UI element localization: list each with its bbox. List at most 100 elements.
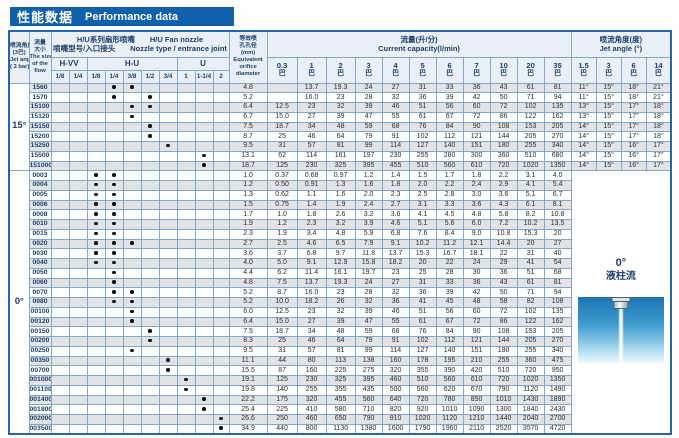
jet-angle-cell: 17°: [620, 102, 647, 113]
flow-size-cell: 00120: [28, 316, 52, 328]
availability-dot-icon: [148, 329, 152, 333]
capacity-cell: 60: [462, 306, 491, 318]
capacity-cell: 320: [296, 394, 327, 406]
joint-size-col: 1/8: [86, 69, 106, 84]
nozzle-availability-cell: [212, 384, 230, 396]
capacity-cell: 24: [354, 82, 383, 94]
nozzle-availability-cell: [158, 238, 178, 250]
nozzle-availability-cell: [68, 170, 88, 181]
nozzle-availability-cell: [104, 267, 124, 279]
nozzle-availability-cell: [176, 297, 196, 308]
capacity-cell: 820: [381, 404, 410, 415]
nozzle-availability-cell: [86, 238, 106, 250]
nozzle-availability-cell: [86, 297, 106, 308]
nozzle-availability-cell: [140, 414, 160, 425]
nozzle-availability-cell: [212, 404, 230, 415]
flow-size-cell: 00350: [28, 355, 52, 367]
jet-angle-cell: 17°: [645, 160, 672, 172]
nozzle-availability-cell: [122, 92, 142, 103]
nozzle-availability-cell: [50, 131, 70, 142]
nozzle-availability-cell: [158, 248, 178, 259]
availability-dot-icon: [112, 95, 116, 99]
nozzle-availability-cell: [68, 326, 88, 337]
nozzle-availability-cell: [140, 170, 160, 181]
capacity-cell: 151: [462, 345, 491, 357]
capacity-cell: 640: [381, 394, 410, 406]
capacity-cell: 180: [489, 141, 518, 152]
capacity-cell: 15.0: [266, 316, 298, 328]
flow-size-cell: 001400: [28, 394, 52, 406]
capacity-cell: 140: [435, 141, 464, 152]
nozzle-series-u: U: [176, 56, 230, 71]
availability-dot-icon: [94, 182, 98, 187]
capacity-cell: 56: [435, 306, 464, 318]
orifice-diameter-cell: 25.4: [228, 404, 268, 415]
nozzle-availability-cell: [50, 228, 70, 240]
capacity-cell: 610: [462, 375, 491, 386]
flow-size-cell: 0004: [28, 180, 52, 191]
nozzle-availability-cell: [176, 209, 196, 220]
joint-size-col: 1/2: [140, 69, 160, 84]
capacity-cell: 1020: [408, 414, 437, 425]
nozzle-availability-cell: [140, 248, 160, 259]
nozzle-availability-cell: [50, 180, 70, 191]
jet-angle-cell: 16°: [620, 150, 647, 162]
nozzle-availability-cell: [194, 102, 214, 113]
capacity-cell: 440: [266, 423, 298, 435]
nozzle-availability-cell: [104, 258, 124, 269]
nozzle-availability-cell: [104, 423, 124, 435]
nozzle-availability-cell: [50, 365, 70, 376]
page-title: 性能数据 Performance data: [10, 7, 234, 26]
capacity-cell: 1020: [516, 375, 545, 386]
capacity-cell: 1.4: [296, 199, 327, 211]
nozzle-availability-cell: [104, 375, 124, 386]
capacity-cell: 27: [381, 277, 410, 289]
capacity-cell: 43: [489, 82, 518, 94]
nozzle-availability-cell: [86, 365, 106, 376]
nozzle-availability-cell: [158, 102, 178, 113]
capacity-cell: 4.0: [543, 170, 572, 181]
capacity-cell: 81: [325, 345, 356, 357]
capacity-cell: 27: [381, 82, 410, 94]
nozzle-availability-cell: [50, 160, 70, 172]
capacity-cell: 3.1: [516, 170, 545, 181]
nozzle-availability-cell: [104, 170, 124, 181]
nozzle-availability-cell: [176, 384, 196, 396]
capacity-cell: 22: [435, 258, 464, 269]
jet-angle-cell: 21°: [645, 82, 672, 94]
capacity-cell: 13.7: [296, 82, 327, 94]
capacity-cell: 127: [408, 345, 437, 357]
capacity-cell: [266, 92, 298, 103]
orifice-diameter-cell: 1.3: [228, 189, 268, 201]
availability-dot-icon: [148, 95, 152, 99]
capacity-cell: 26: [325, 297, 356, 308]
capacity-cell: 1130: [325, 423, 356, 435]
nozzle-availability-cell: [176, 316, 196, 328]
nozzle-availability-cell: [50, 141, 70, 152]
jet-angle-cell: 18°: [645, 121, 672, 133]
panel-angle-text: 0°: [615, 257, 627, 270]
nozzle-availability-cell: [68, 306, 88, 318]
nozzle-availability-cell: [122, 375, 142, 386]
nozzle-availability-cell: [194, 384, 214, 396]
availability-dot-icon: [94, 231, 98, 235]
capacity-cell: 1600: [381, 423, 410, 435]
capacity-cell: 114: [381, 345, 410, 357]
capacity-cell: 15.3: [408, 248, 437, 259]
nozzle-availability-cell: [194, 414, 214, 425]
capacity-cell: 500: [381, 384, 410, 396]
nozzle-availability-cell: [86, 277, 106, 289]
jet-angle-cell: 11°: [570, 92, 597, 103]
capacity-cell: 13.7: [381, 248, 410, 259]
availability-dot-icon: [130, 319, 134, 323]
nozzle-availability-cell: [194, 199, 214, 211]
table-row: 00250 9.5 31 57 81 99 114 127 140 151 180 255 340: [9, 345, 671, 357]
nozzle-availability-cell: [158, 228, 178, 240]
nozzle-availability-cell: [194, 404, 214, 415]
capacity-cell: 18.7: [266, 326, 298, 337]
capacity-cell: 91: [381, 336, 410, 347]
capacity-cell: 72: [489, 102, 518, 113]
capacity-cell: 780: [435, 394, 464, 406]
nozzle-availability-cell: [68, 414, 88, 425]
nozzle-availability-cell: [140, 394, 160, 406]
